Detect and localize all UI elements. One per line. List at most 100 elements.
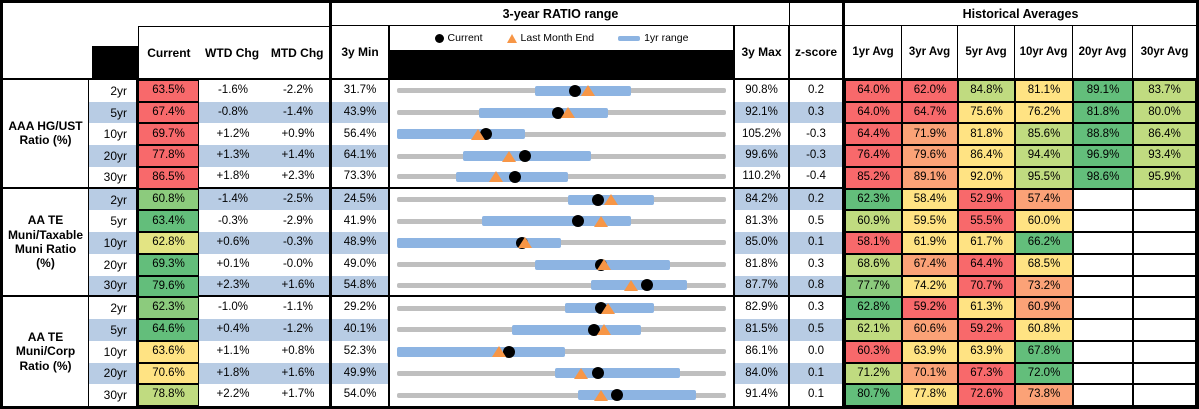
historical-avg-value: 95.9%: [1133, 166, 1196, 189]
last-month-end-triangle: [491, 346, 506, 358]
current-dot: [571, 215, 584, 228]
historical-avg-value: 57.4%: [1015, 188, 1073, 211]
current-value: 63.6%: [138, 340, 199, 363]
historical-avg-empty: [1073, 232, 1133, 254]
legend-current-item: Current: [434, 32, 483, 44]
range-chart: [390, 253, 735, 276]
three-year-max-value: 90.8%: [735, 80, 790, 102]
one-year-range-bar: [396, 129, 526, 140]
three-year-max-value: 84.0%: [735, 362, 790, 385]
avg-column-header: 3yr Avg: [902, 26, 958, 80]
historical-avg-value: 85.2%: [845, 166, 902, 189]
current-dot: [641, 279, 654, 292]
range-chart: [390, 275, 735, 298]
wtd-chg-value: +0.6%: [199, 232, 267, 254]
historical-avg-value: 73.8%: [1015, 384, 1073, 406]
one-year-range-bar: [512, 324, 641, 335]
historical-avg-empty: [1133, 188, 1196, 211]
mtd-chg-value: -0.0%: [267, 253, 332, 276]
historical-avg-value: 76.2%: [1015, 101, 1073, 124]
tenor-label: 5yr: [89, 210, 138, 233]
mtd-chg-value: -0.3%: [267, 232, 332, 254]
mtd-chg-value: +1.7%: [267, 384, 332, 406]
z-score-value: -0.3: [790, 145, 845, 167]
historical-avg-empty: [1073, 210, 1133, 233]
z-score-value: 0.5: [790, 210, 845, 233]
chart-header-black-bar: [390, 50, 733, 78]
z-score-value: 0.2: [790, 80, 845, 102]
historical-avg-empty: [1073, 362, 1133, 385]
range-chart: [390, 80, 735, 102]
range-chart: [390, 145, 735, 167]
current-value: 62.3%: [138, 297, 199, 320]
one-year-range-bar: [577, 390, 697, 401]
z-score-value: 0.3: [790, 101, 845, 124]
historical-avg-value: 89.1%: [902, 166, 958, 189]
historical-avg-empty: [1133, 319, 1196, 341]
current-value: 86.5%: [138, 166, 199, 189]
three-year-min-value: 49.0%: [332, 253, 390, 276]
historical-avg-value: 62.3%: [845, 188, 902, 211]
three-year-min-value: 43.9%: [332, 101, 390, 124]
historical-avg-value: 75.6%: [958, 101, 1015, 124]
three-year-min-value: 52.3%: [332, 340, 390, 363]
historical-avg-empty: [1073, 340, 1133, 363]
wtd-chg-value: +1.2%: [216, 127, 250, 140]
legend-range-label: 1yr range: [644, 32, 689, 44]
historical-avg-value: 64.0%: [845, 80, 902, 102]
current-value: 64.6%: [138, 319, 199, 341]
wtd-chg-column-header: WTD Chg: [198, 27, 266, 78]
mtd-chg-value: +0.9%: [267, 123, 332, 146]
avg-column-header: 10yr Avg: [1015, 26, 1073, 80]
current-value: 60.8%: [138, 188, 199, 211]
current-value: 63.5%: [138, 80, 199, 102]
three-year-min-value: 40.1%: [332, 319, 390, 341]
last-month-end-triangle: [623, 279, 638, 291]
wtd-chg-value: -1.6%: [217, 84, 249, 97]
historical-avg-value: 80.0%: [1133, 101, 1196, 124]
historical-averages-title: Historical Averages: [845, 3, 1196, 26]
tenor-label: 30yr: [89, 275, 138, 298]
tenor-label: 2yr: [89, 80, 138, 102]
wtd-chg-value: +0.1%: [216, 257, 250, 270]
current-value: 69.7%: [138, 123, 199, 146]
historical-avg-value: 60.6%: [902, 319, 958, 341]
wtd-chg-value: +1.3%: [199, 145, 267, 167]
historical-avg-value: 71.2%: [845, 362, 902, 385]
tenor-label: 2yr: [89, 297, 138, 320]
last-month-end-triangle: [594, 389, 608, 401]
z-score-header-spacer: [790, 3, 845, 26]
historical-avg-value: 81.8%: [958, 123, 1015, 146]
historical-avg-empty: [1073, 384, 1133, 406]
last-month-end-triangle: [561, 107, 576, 119]
three-year-max-value: 81.5%: [735, 319, 790, 341]
legend-range-item: 1yr range: [618, 32, 688, 44]
wtd-chg-value: +1.8%: [199, 362, 267, 385]
historical-avg-value: 64.4%: [958, 253, 1015, 276]
tenor-label: 5yr: [89, 319, 138, 341]
z-score-value: 0.1: [790, 384, 845, 406]
one-year-range-bar: [396, 237, 562, 248]
historical-avg-value: 67.3%: [958, 362, 1015, 385]
current-value: 69.3%: [138, 253, 199, 276]
historical-avg-value: 64.0%: [845, 101, 902, 124]
historical-avg-empty: [1073, 275, 1133, 298]
historical-avg-empty: [1133, 362, 1196, 385]
z-score-value: 0.2: [790, 188, 845, 211]
historical-avg-empty: [1073, 319, 1133, 341]
three-year-max-value: 92.1%: [735, 101, 790, 124]
historical-avg-value: 93.4%: [1133, 145, 1196, 167]
historical-avg-value: 79.6%: [902, 145, 958, 167]
historical-avg-value: 89.1%: [1073, 80, 1133, 102]
three-year-min-value: 54.8%: [332, 275, 390, 298]
historical-avg-value: 67.8%: [1015, 340, 1073, 363]
historical-avg-value: 64.4%: [845, 123, 902, 146]
wtd-chg-value: +2.3%: [199, 275, 267, 298]
avg-column-header: 20yr Avg: [1073, 26, 1133, 80]
three-year-min-value: 29.2%: [332, 297, 390, 320]
historical-avg-value: 77.8%: [902, 384, 958, 406]
one-year-range-bar: [554, 368, 681, 379]
z-score-value: 0.1: [790, 362, 845, 385]
one-year-range-bar-icon: [618, 35, 641, 41]
